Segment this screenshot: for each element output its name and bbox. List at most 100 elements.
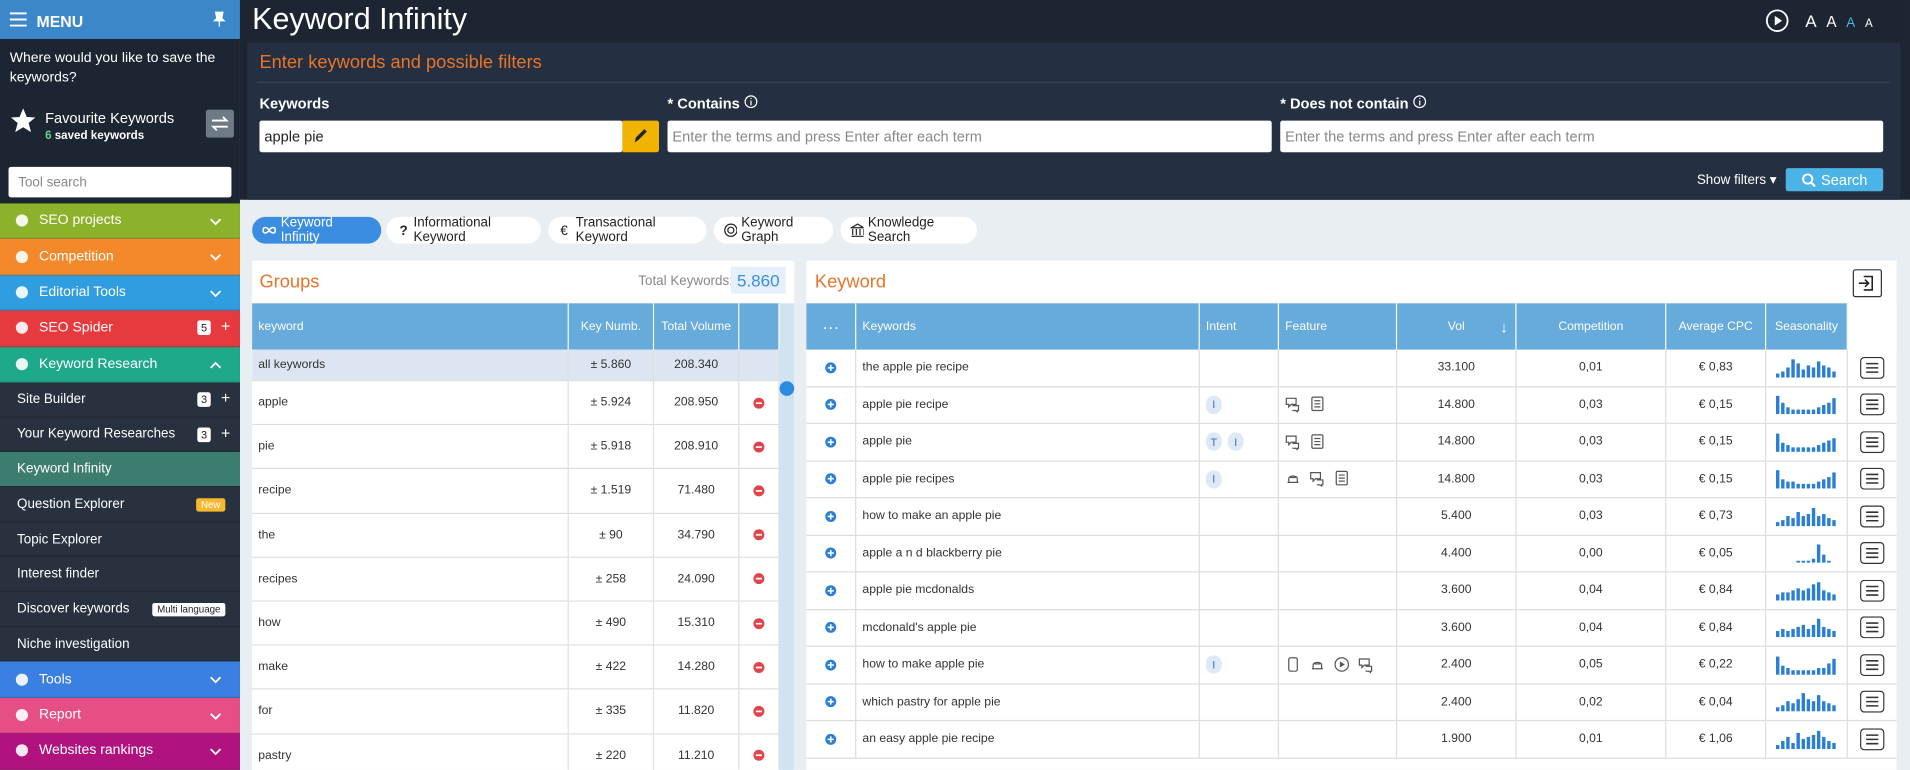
tab[interactable]: Knowledge Search	[840, 216, 977, 245]
season-bar	[1816, 581, 1821, 601]
menu-item[interactable]: SEO Spider 5 +	[0, 310, 240, 347]
sidebar: MENU Where would you like to save the ke…	[0, 0, 240, 770]
row-menu-button[interactable]	[1860, 579, 1885, 602]
row-menu-button[interactable]	[1860, 690, 1885, 713]
add-icon[interactable]	[825, 659, 837, 671]
remove-icon[interactable]	[753, 485, 765, 497]
add-cell	[806, 535, 857, 573]
keyword-cell: apple pie	[856, 423, 1200, 462]
submenu-item[interactable]: Keyword Infinity	[0, 452, 240, 488]
group-cell: 208.950	[654, 381, 740, 426]
tab[interactable]: Keyword Graph	[713, 216, 834, 245]
swap-button[interactable]	[205, 109, 234, 138]
season-bar	[1801, 590, 1805, 601]
keywords-input[interactable]: apple pie	[259, 120, 623, 153]
menu-item[interactable]: Tools	[0, 661, 240, 698]
group-cell: ± 5.918	[568, 425, 655, 470]
add-icon[interactable]	[825, 547, 837, 559]
favourites-count: 6	[45, 129, 52, 143]
season-bar	[1811, 701, 1816, 712]
menu-item[interactable]: Competition	[0, 239, 240, 276]
season-bar	[1811, 669, 1816, 675]
row-menu-button[interactable]	[1860, 356, 1885, 379]
add-icon[interactable]	[825, 696, 837, 708]
scroll-handle[interactable]	[779, 381, 795, 396]
tab[interactable]: € Transactional Keyword	[548, 216, 707, 245]
sparkline	[1776, 656, 1836, 675]
remove-icon[interactable]	[753, 705, 765, 717]
add-icon[interactable]	[825, 361, 837, 374]
submenu-item[interactable]: Site Builder 3 +	[0, 382, 240, 418]
pin-icon[interactable]	[212, 11, 227, 28]
group-cell: the	[252, 513, 569, 558]
play-icon[interactable]	[1765, 9, 1789, 33]
tab[interactable]: ? Informational Keyword	[386, 215, 541, 245]
not-contain-input[interactable]: Enter the terms and press Enter after ea…	[1280, 120, 1884, 153]
remove-icon[interactable]	[753, 573, 765, 585]
add-icon[interactable]	[825, 399, 837, 411]
remove-icon[interactable]	[753, 441, 765, 453]
submenu-item[interactable]: Interest finder	[0, 557, 240, 593]
submenu-item[interactable]: Topic Explorer	[0, 522, 240, 558]
add-cell	[806, 572, 857, 610]
tab-label: Informational Keyword	[413, 215, 491, 245]
row-menu-button[interactable]	[1860, 616, 1885, 639]
submenu-item[interactable]: Your Keyword Researches 3 +	[0, 417, 240, 453]
submenu-item[interactable]: Niche investigation	[0, 627, 240, 662]
show-filters[interactable]: Show filters ▾	[1696, 172, 1777, 188]
font-size-button[interactable]: A	[1864, 17, 1873, 31]
add-icon[interactable]	[825, 436, 837, 448]
font-size-button[interactable]: A	[1846, 15, 1856, 31]
font-size-button[interactable]: A	[1826, 13, 1837, 31]
add-icon[interactable]	[825, 510, 837, 522]
season-bar	[1776, 470, 1780, 489]
keyword-cell: an easy apple pie recipe	[856, 721, 1200, 759]
menu-item[interactable]: Keyword Research	[0, 346, 240, 383]
row-menu-button[interactable]	[1860, 468, 1885, 490]
feature-cell	[1279, 646, 1398, 684]
tool-search[interactable]: Tool search	[8, 166, 232, 198]
tab-label: Keyword Infinity	[280, 215, 333, 245]
add-icon[interactable]	[825, 733, 837, 745]
row-menu-button[interactable]	[1860, 430, 1885, 453]
feature-cell	[1279, 349, 1398, 387]
menu-item[interactable]: Editorial Tools	[0, 275, 240, 311]
season-bar	[1832, 594, 1836, 601]
remove-icon[interactable]	[753, 529, 765, 541]
add-icon[interactable]	[825, 622, 837, 634]
menu-bar[interactable]: MENU	[0, 0, 240, 39]
contains-input[interactable]: Enter the terms and press Enter after ea…	[667, 120, 1272, 153]
column-header: Vol ↓	[1397, 303, 1517, 350]
favourites-title[interactable]: Favourite Keywords	[45, 109, 175, 127]
row-menu-button[interactable]	[1860, 653, 1885, 676]
submenu-tag: Multi language	[152, 603, 226, 617]
font-size-button[interactable]: A	[1805, 10, 1817, 31]
row-menu-button[interactable]	[1860, 505, 1885, 528]
scrollbar[interactable]	[779, 303, 795, 770]
submenu-item[interactable]: Question Explorer New	[0, 487, 240, 523]
remove-icon[interactable]	[753, 397, 765, 409]
add-cell	[806, 609, 857, 647]
menu-item-label: Report	[38, 707, 82, 723]
edit-button[interactable]	[622, 120, 659, 153]
row-menu-button[interactable]	[1860, 393, 1885, 416]
remove-icon[interactable]	[753, 749, 765, 761]
tab[interactable]: Keyword Infinity	[252, 215, 382, 245]
remove-icon[interactable]	[753, 617, 765, 629]
season-bar	[1822, 667, 1826, 675]
menu-item[interactable]: SEO projects	[0, 203, 240, 240]
menu-item[interactable]: Report	[0, 697, 240, 734]
add-icon[interactable]	[825, 473, 837, 485]
submenu-item[interactable]: Discover keywords Multi language	[0, 592, 240, 628]
season-bar	[1801, 625, 1805, 638]
remove-icon[interactable]	[753, 661, 765, 673]
feature-icon	[1285, 435, 1300, 451]
row-action	[1847, 387, 1897, 424]
menu-item[interactable]: Websites rankings	[0, 733, 240, 770]
row-menu-button[interactable]	[1860, 728, 1885, 751]
row-menu-button[interactable]	[1860, 542, 1885, 565]
export-button[interactable]	[1852, 269, 1882, 298]
add-icon[interactable]	[825, 584, 837, 596]
sparkline	[1776, 619, 1836, 638]
search-button[interactable]: Search	[1785, 168, 1884, 192]
